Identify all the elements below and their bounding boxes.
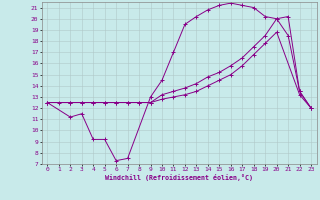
X-axis label: Windchill (Refroidissement éolien,°C): Windchill (Refroidissement éolien,°C): [105, 174, 253, 181]
